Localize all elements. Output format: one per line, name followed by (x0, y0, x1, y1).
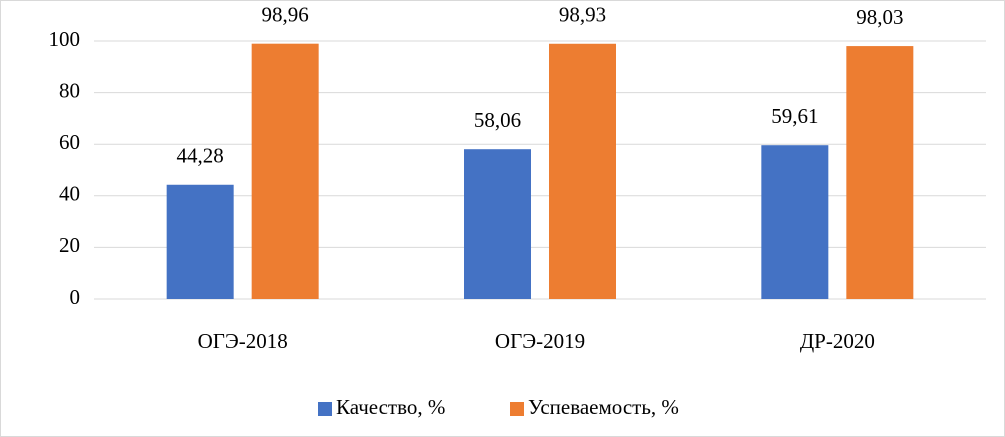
bar (761, 145, 829, 299)
y-tick-label: 60 (59, 130, 80, 154)
y-tick-label: 100 (49, 27, 81, 51)
x-tick-label: ОГЭ-2018 (198, 329, 288, 353)
legend-swatch (510, 402, 524, 416)
x-tick-label: ОГЭ-2019 (495, 329, 585, 353)
bar (464, 149, 531, 299)
legend-swatch (318, 402, 332, 416)
y-tick-label: 0 (70, 285, 81, 309)
value-label: 98,03 (856, 5, 903, 29)
y-tick-label: 20 (59, 233, 80, 257)
y-tick-label: 80 (59, 78, 80, 102)
value-label: 98,96 (262, 2, 309, 26)
legend-label: Успеваемость, % (528, 395, 679, 419)
value-label: 44,28 (177, 144, 224, 168)
bar (166, 184, 234, 299)
legend-label: Качество, % (336, 395, 445, 419)
bar (549, 43, 616, 299)
bar (846, 46, 914, 300)
x-tick-label: ДР-2020 (800, 329, 875, 353)
y-tick-label: 40 (59, 182, 80, 206)
value-label: 59,61 (771, 104, 818, 128)
value-label: 98,93 (559, 3, 606, 27)
value-label: 58,06 (474, 108, 521, 132)
bar (251, 43, 319, 300)
